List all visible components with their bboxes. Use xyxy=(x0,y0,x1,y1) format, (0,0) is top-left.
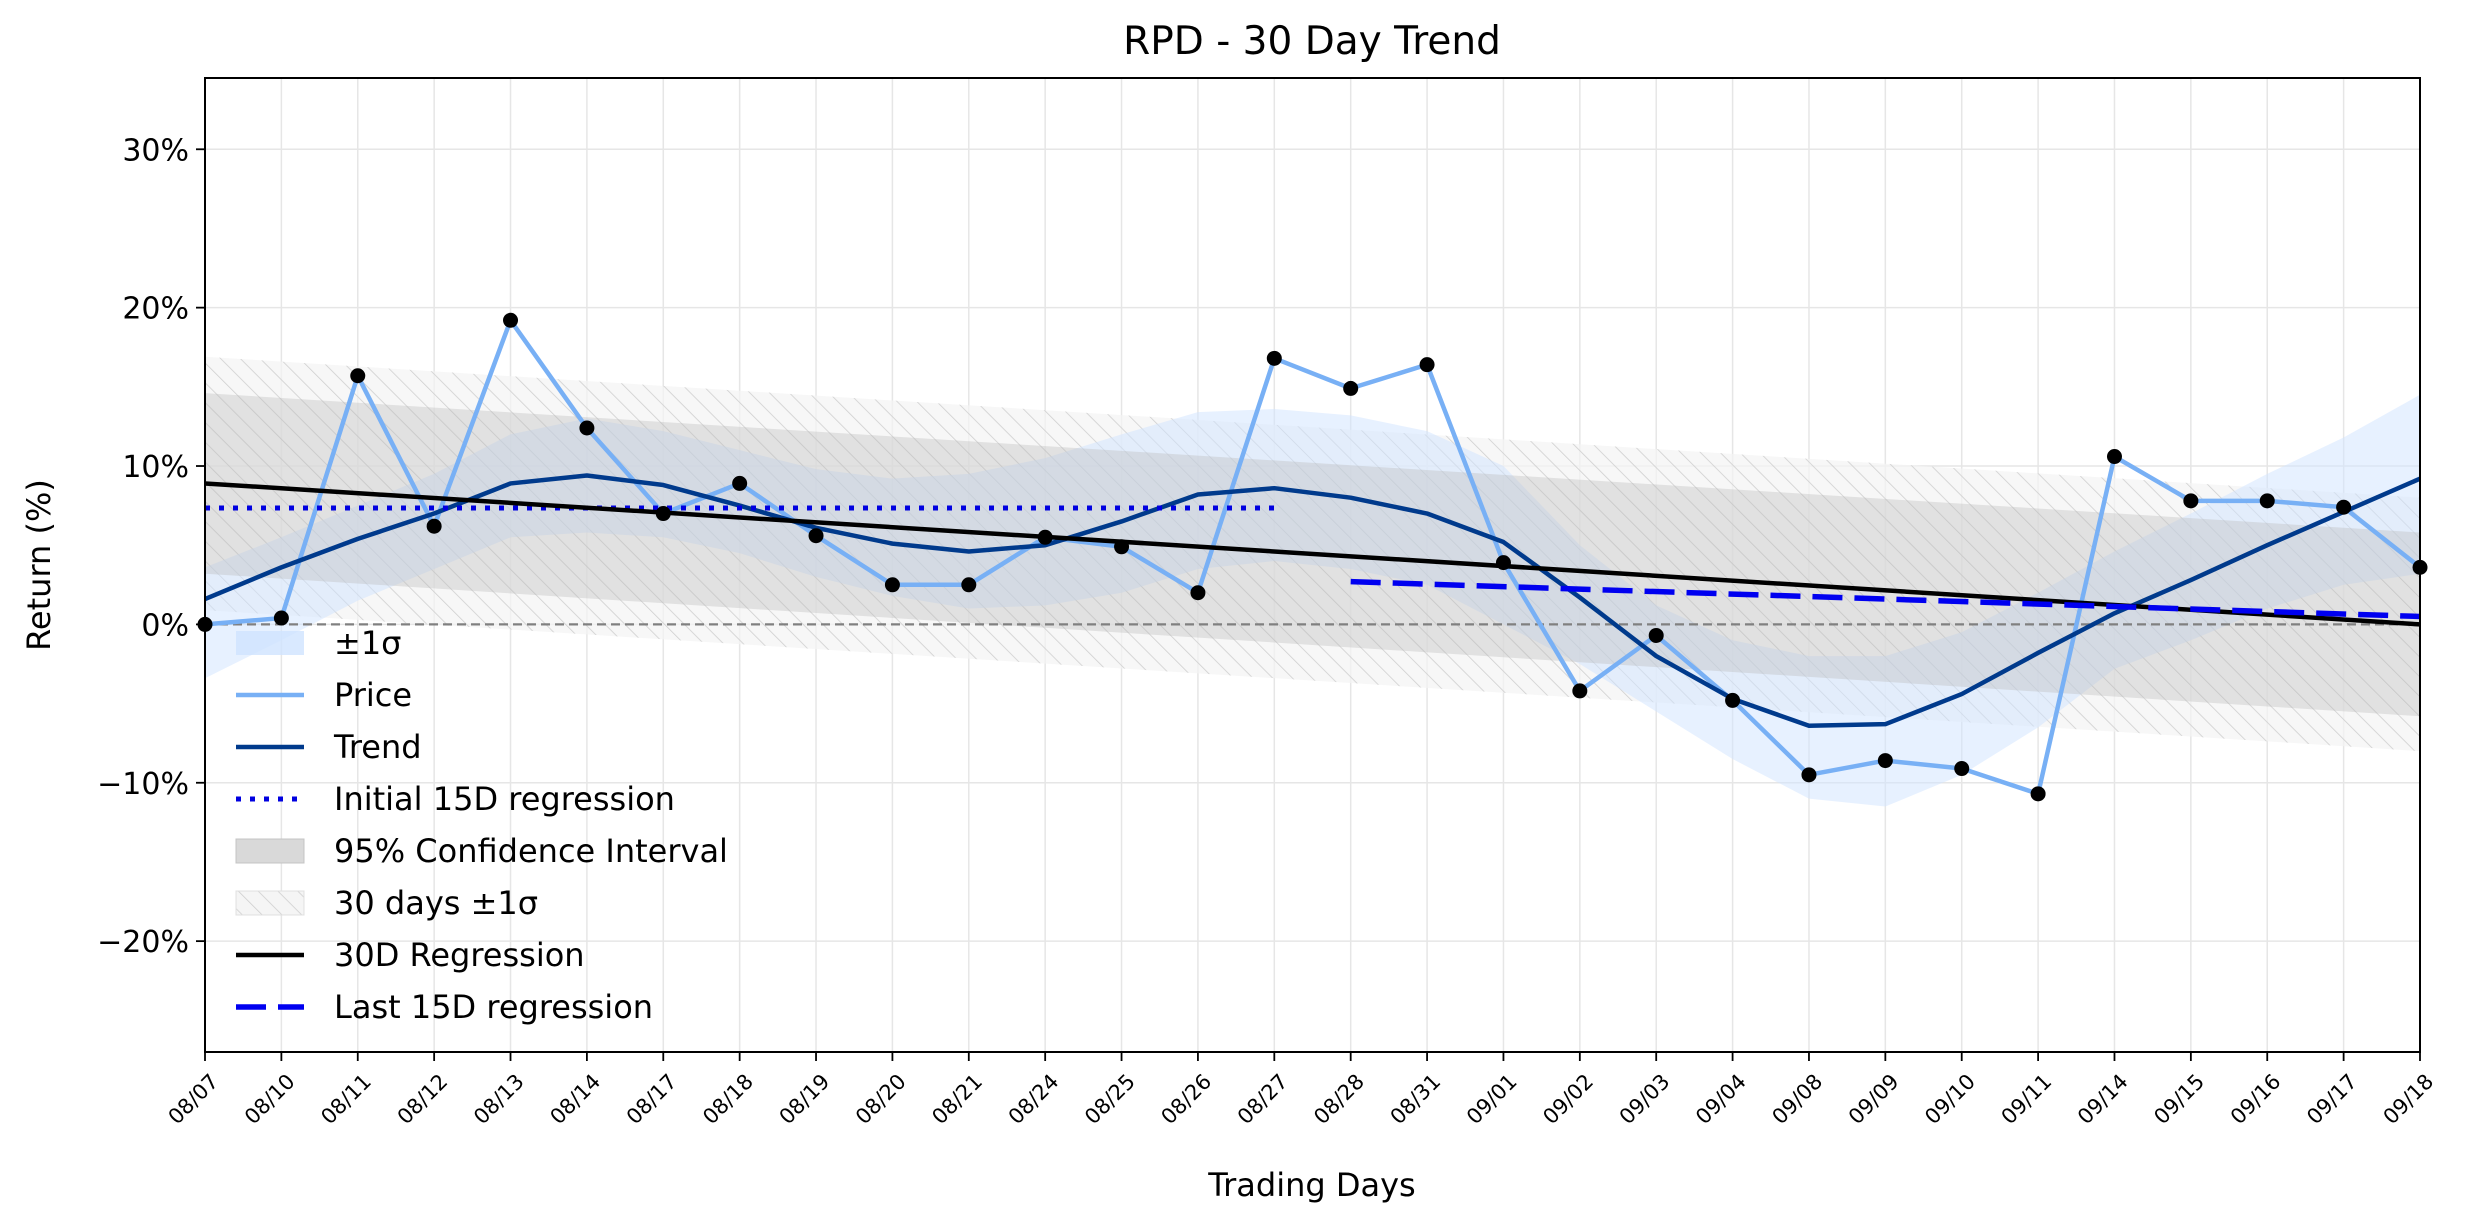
legend-label-band: ±1σ xyxy=(334,624,401,662)
y-tick-label: 20% xyxy=(122,292,189,327)
y-tick-label: 30% xyxy=(122,133,189,168)
x-tick-label: 08/17 xyxy=(622,1069,682,1129)
legend: ±1σ Price Trend Initial 15D regression 95% C… xyxy=(235,624,728,1026)
y-tick-label: 10% xyxy=(122,450,189,485)
data-point xyxy=(1572,683,1588,699)
x-tick-label: 09/14 xyxy=(2073,1069,2133,1129)
legend-label-last: Last 15D regression xyxy=(334,988,653,1026)
plot-frame xyxy=(204,77,2421,1053)
x-tick-label: 09/15 xyxy=(2149,1069,2209,1129)
data-point xyxy=(655,506,671,522)
data-point xyxy=(503,312,519,328)
x-tick-label: 08/20 xyxy=(851,1069,911,1129)
data-points xyxy=(197,312,2428,802)
series-lines xyxy=(205,318,2420,797)
legend-swatch-30d-hatch xyxy=(235,890,305,916)
data-point xyxy=(1190,585,1206,601)
x-tick-label: 09/03 xyxy=(1615,1069,1675,1129)
data-point xyxy=(1343,380,1359,396)
y-axis-label: Return (%) xyxy=(20,479,58,651)
legend-label-initial: Initial 15D regression xyxy=(334,780,675,818)
legend-label-ci: 95% Confidence Interval xyxy=(334,832,728,870)
x-tick-label: 08/21 xyxy=(927,1069,987,1129)
x-tick-label: 08/18 xyxy=(698,1069,758,1129)
x-tick-label: 08/26 xyxy=(1156,1069,1216,1129)
data-point xyxy=(1495,555,1511,571)
x-tick-label: 08/24 xyxy=(1004,1069,1064,1129)
x-tick-label: 08/25 xyxy=(1080,1069,1140,1129)
y-tick-label: −10% xyxy=(97,767,189,802)
legend-swatch-ci xyxy=(235,838,305,864)
data-point xyxy=(1114,539,1130,555)
data-point xyxy=(2259,493,2275,509)
data-point xyxy=(1725,692,1741,708)
data-point xyxy=(1648,627,1664,643)
x-tick-label: 08/10 xyxy=(240,1069,300,1129)
x-tick-label: 09/17 xyxy=(2302,1069,2362,1129)
y-axis-ticks: −20% −10% 0% 10% 20% 30% xyxy=(97,133,205,960)
series-line-trend xyxy=(205,473,2420,728)
data-point xyxy=(2106,449,2122,465)
data-point xyxy=(1801,767,1817,783)
x-tick-label: 08/28 xyxy=(1309,1069,1369,1129)
x-tick-label: 09/04 xyxy=(1691,1069,1751,1129)
x-axis-ticks: 08/07 08/10 08/11 08/12 08/13 08/14 08/17 08/18… xyxy=(164,1052,2439,1129)
data-point xyxy=(350,368,366,384)
x-tick-label: 08/14 xyxy=(545,1069,605,1129)
legend-label-price: Price xyxy=(334,676,412,714)
x-tick-label: 09/16 xyxy=(2226,1069,2286,1129)
series-line-30d-regression xyxy=(205,481,2420,627)
x-tick-label: 08/31 xyxy=(1386,1069,1446,1129)
data-point xyxy=(1037,529,1053,545)
data-point xyxy=(579,420,595,436)
data-point xyxy=(732,475,748,491)
data-point xyxy=(1266,350,1282,366)
legend-label-reg30: 30D Regression xyxy=(334,936,585,974)
data-point xyxy=(808,528,824,544)
series-line-price xyxy=(205,318,2420,797)
x-tick-label: 08/07 xyxy=(164,1069,224,1129)
x-tick-label: 08/12 xyxy=(393,1069,453,1129)
x-tick-label: 09/10 xyxy=(1920,1069,1980,1129)
data-point xyxy=(2030,786,2046,802)
x-tick-label: 09/11 xyxy=(1997,1069,2057,1129)
data-point xyxy=(2183,493,2199,509)
legend-label-trend: Trend xyxy=(333,728,422,766)
y-tick-label: −20% xyxy=(97,925,189,960)
data-point xyxy=(1954,761,1970,777)
x-tick-label: 08/11 xyxy=(316,1069,376,1129)
x-tick-label: 08/27 xyxy=(1233,1069,1293,1129)
x-tick-label: 09/01 xyxy=(1462,1069,1522,1129)
x-tick-label: 08/13 xyxy=(469,1069,529,1129)
data-point xyxy=(426,518,442,534)
data-point xyxy=(273,610,289,626)
x-tick-label: 09/09 xyxy=(1844,1069,1904,1129)
series-line-last-15d-regression xyxy=(1350,578,2420,620)
x-tick-label: 09/18 xyxy=(2379,1069,2439,1129)
x-axis-label: Trading Days xyxy=(1207,1166,1415,1204)
legend-label-band30: 30 days ±1σ xyxy=(334,884,538,922)
x-tick-label: 09/08 xyxy=(1767,1069,1827,1129)
x-tick-label: 09/02 xyxy=(1538,1069,1598,1129)
y-tick-label: 0% xyxy=(141,608,189,643)
data-point xyxy=(2336,499,2352,515)
data-point xyxy=(961,577,977,593)
chart-title: RPD - 30 Day Trend xyxy=(1123,19,1501,64)
data-point xyxy=(1419,357,1435,373)
x-tick-label: 08/19 xyxy=(775,1069,835,1129)
legend-swatch-sigma xyxy=(236,631,304,655)
data-point xyxy=(884,577,900,593)
data-point xyxy=(1877,753,1893,769)
